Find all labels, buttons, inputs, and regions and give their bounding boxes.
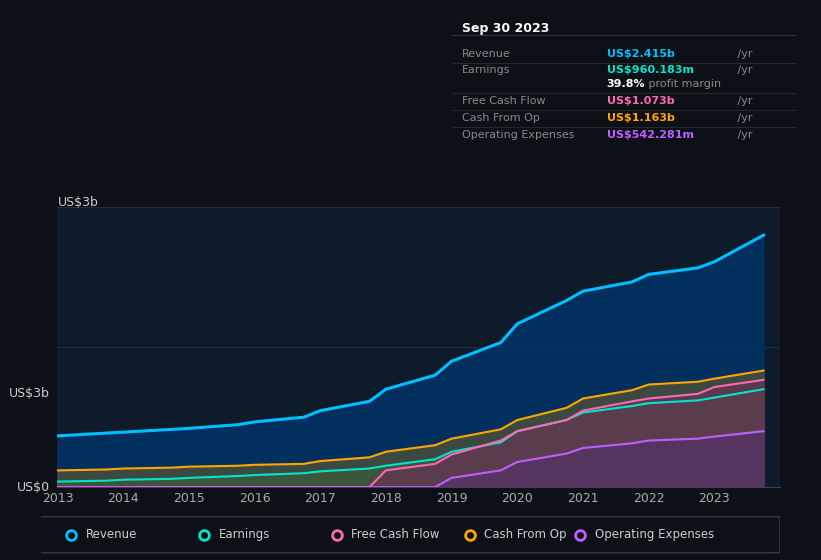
Text: Earnings: Earnings	[462, 64, 511, 74]
Text: Free Cash Flow: Free Cash Flow	[351, 528, 440, 542]
Text: US$3b: US$3b	[57, 196, 99, 209]
Text: /yr: /yr	[734, 64, 753, 74]
Text: US$1.163b: US$1.163b	[607, 113, 675, 123]
Text: /yr: /yr	[734, 130, 753, 141]
Text: Revenue: Revenue	[85, 528, 137, 542]
Text: US$960.183m: US$960.183m	[607, 64, 694, 74]
Text: US$2.415b: US$2.415b	[607, 49, 675, 59]
Text: Operating Expenses: Operating Expenses	[595, 528, 714, 542]
Text: US$542.281m: US$542.281m	[607, 130, 694, 141]
Text: Free Cash Flow: Free Cash Flow	[462, 96, 545, 106]
Text: Operating Expenses: Operating Expenses	[462, 130, 574, 141]
Text: Cash From Op: Cash From Op	[484, 528, 566, 542]
Text: /yr: /yr	[734, 49, 753, 59]
Text: Earnings: Earnings	[218, 528, 270, 542]
Text: US$0: US$0	[17, 480, 50, 494]
Text: US$1.073b: US$1.073b	[607, 96, 674, 106]
Text: Revenue: Revenue	[462, 49, 511, 59]
Text: profit margin: profit margin	[644, 78, 721, 88]
Text: US$3b: US$3b	[9, 388, 50, 400]
Text: /yr: /yr	[734, 113, 753, 123]
Text: 39.8%: 39.8%	[607, 78, 645, 88]
Text: /yr: /yr	[734, 96, 753, 106]
Text: Cash From Op: Cash From Op	[462, 113, 539, 123]
Text: Sep 30 2023: Sep 30 2023	[462, 22, 549, 35]
